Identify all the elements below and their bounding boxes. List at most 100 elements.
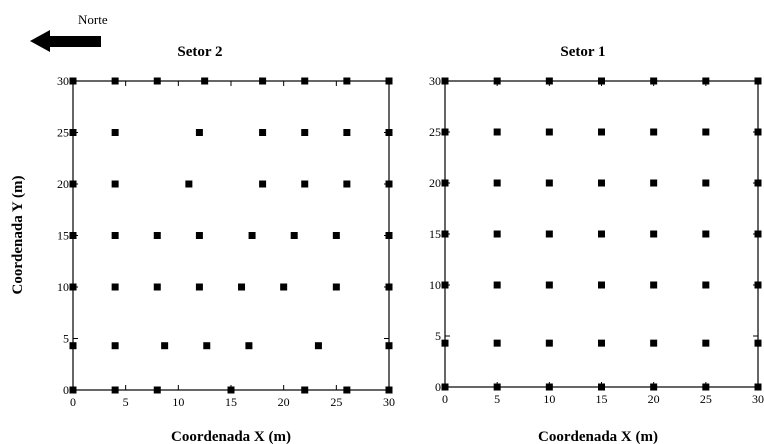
data-point bbox=[650, 179, 658, 187]
data-point bbox=[650, 339, 658, 347]
data-point bbox=[545, 339, 553, 347]
x-tick-label: 15 bbox=[225, 395, 237, 409]
data-point bbox=[314, 342, 322, 350]
data-point bbox=[111, 386, 119, 394]
data-point bbox=[259, 77, 267, 85]
data-point bbox=[650, 281, 658, 289]
chart-panel-setor-2: Setor 2 0 5 10 15 20 25 30 0 5 10 15 20 25 30 Coorden… bbox=[57, 44, 395, 444]
data-point bbox=[385, 283, 393, 291]
data-point bbox=[493, 281, 501, 289]
data-point bbox=[598, 128, 605, 136]
data-point bbox=[702, 339, 710, 347]
data-point bbox=[259, 129, 267, 136]
data-point bbox=[545, 281, 553, 289]
data-point bbox=[69, 342, 77, 350]
data-point bbox=[111, 180, 119, 188]
data-point bbox=[245, 342, 253, 350]
data-point bbox=[301, 386, 309, 394]
chart-title: Setor 2 bbox=[177, 44, 222, 60]
data-point bbox=[493, 128, 501, 136]
data-point bbox=[153, 386, 161, 394]
data-point bbox=[111, 342, 119, 350]
data-point bbox=[161, 342, 169, 350]
x-tick-label: 5 bbox=[494, 392, 500, 406]
data-point bbox=[598, 383, 605, 391]
y-tick-label: 20 bbox=[57, 177, 69, 191]
x-tick-label: 20 bbox=[648, 392, 660, 406]
data-point bbox=[111, 283, 119, 291]
y-tick-label: 0 bbox=[63, 383, 69, 397]
data-point bbox=[754, 77, 762, 85]
x-tick-label: 15 bbox=[596, 392, 608, 406]
data-point bbox=[441, 128, 449, 136]
data-point bbox=[69, 283, 77, 291]
y-tick-label: 5 bbox=[63, 332, 69, 346]
data-point bbox=[111, 232, 119, 239]
data-point bbox=[545, 128, 553, 136]
data-point bbox=[385, 129, 393, 136]
data-point bbox=[280, 283, 288, 291]
x-tick-label: 25 bbox=[330, 395, 342, 409]
data-point bbox=[385, 77, 393, 85]
data-point bbox=[69, 386, 77, 394]
y-tick-label: 5 bbox=[435, 329, 441, 343]
data-point bbox=[754, 128, 762, 136]
y-axis-title: Coordenada Y (m) bbox=[10, 176, 26, 295]
y-tick-label: 25 bbox=[429, 125, 441, 139]
data-point bbox=[248, 232, 256, 239]
y-tick-label: 10 bbox=[57, 280, 69, 294]
data-point bbox=[650, 383, 658, 391]
data-point bbox=[650, 128, 658, 136]
data-point bbox=[332, 283, 340, 291]
data-point bbox=[598, 230, 605, 238]
y-tick-label: 25 bbox=[57, 126, 69, 140]
data-point bbox=[69, 180, 77, 188]
data-point bbox=[702, 230, 710, 238]
data-point bbox=[598, 77, 605, 85]
data-points bbox=[69, 77, 393, 394]
x-axis-title: Coordenada X (m) bbox=[538, 429, 658, 444]
x-tick-label: 5 bbox=[123, 395, 129, 409]
data-point bbox=[441, 179, 449, 187]
data-point bbox=[441, 383, 449, 391]
x-tick-label: 30 bbox=[752, 392, 764, 406]
data-point bbox=[493, 179, 501, 187]
data-point bbox=[195, 283, 203, 291]
data-point bbox=[493, 339, 501, 347]
x-tick-label: 30 bbox=[383, 395, 395, 409]
data-point bbox=[290, 232, 298, 239]
data-point bbox=[493, 230, 501, 238]
data-points bbox=[441, 77, 762, 391]
data-point bbox=[195, 129, 203, 136]
data-point bbox=[754, 230, 762, 238]
y-tick-label: 15 bbox=[57, 229, 69, 243]
data-point bbox=[702, 281, 710, 289]
data-point bbox=[111, 77, 119, 85]
data-point bbox=[441, 281, 449, 289]
ticks: 0 5 10 15 20 25 30 0 5 10 15 20 25 30 bbox=[429, 74, 764, 406]
chart-panel-setor-1: Setor 1 0 5 10 15 20 25 30 0 5 10 15 20 25 30 Coorden… bbox=[429, 44, 764, 444]
data-point bbox=[301, 129, 309, 136]
y-tick-label: 30 bbox=[57, 74, 69, 88]
data-point bbox=[650, 77, 658, 85]
data-point bbox=[343, 77, 351, 85]
data-point bbox=[69, 232, 77, 239]
data-point bbox=[153, 283, 161, 291]
data-point bbox=[754, 179, 762, 187]
plot-frame bbox=[72, 80, 390, 391]
x-tick-label: 0 bbox=[70, 395, 76, 409]
north-arrow-icon bbox=[30, 30, 101, 52]
north-indicator: Norte bbox=[30, 12, 108, 52]
data-point bbox=[201, 77, 209, 85]
data-point bbox=[385, 180, 393, 188]
data-point bbox=[185, 180, 193, 188]
y-tick-label: 10 bbox=[429, 278, 441, 292]
data-point bbox=[598, 281, 605, 289]
x-tick-label: 0 bbox=[442, 392, 448, 406]
data-point bbox=[598, 179, 605, 187]
data-point bbox=[238, 283, 246, 291]
y-tick-label: 0 bbox=[435, 380, 441, 394]
data-point bbox=[545, 77, 553, 85]
data-point bbox=[111, 129, 119, 136]
data-point bbox=[702, 128, 710, 136]
